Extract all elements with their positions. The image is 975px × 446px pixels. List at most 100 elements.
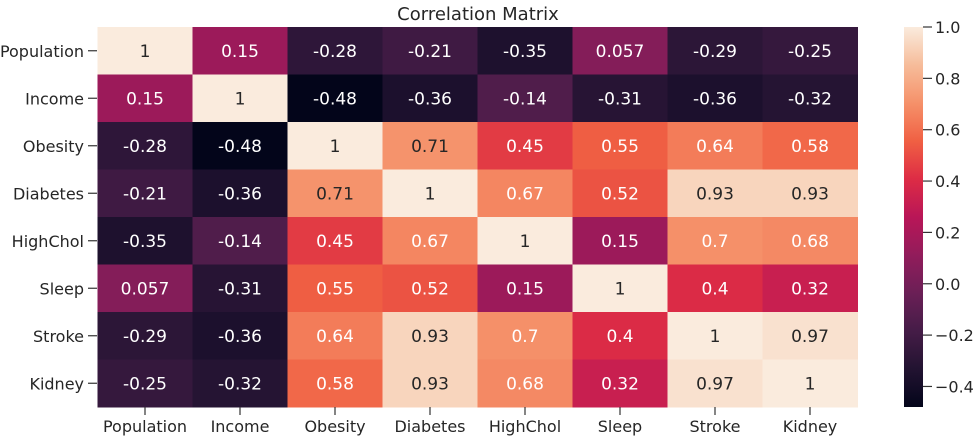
cell-annotation: -0.25 [788,42,832,62]
heatmap-cell [192,169,288,218]
cell-annotation: -0.28 [313,42,357,62]
cell-annotation: 1 [520,232,531,252]
heatmap-cell [382,122,478,170]
heatmap-cell [667,264,763,313]
cell-annotation: 0.55 [601,137,639,157]
column-label: Income [211,417,270,436]
cell-annotation: 0.93 [411,327,449,347]
cell-annotation: 0.057 [596,42,645,62]
cell-annotation: 1 [615,279,626,299]
heatmap-cell [762,312,858,360]
heatmap-cell [97,264,193,313]
heatmap-cell [667,359,763,408]
heatmap-cell [572,122,668,170]
heatmap-cells: 1 0.15 -0.28 -0.21 -0.35 0.057 -0.29 -0.25 0.15 1… [97,27,858,408]
heatmap-cell [667,74,763,123]
heatmap-cell [572,169,668,218]
row-label: Income [25,89,84,108]
cell-annotation: -0.48 [313,89,357,109]
column-label: Obesity [304,417,365,436]
heatmap-cell [97,359,193,408]
heatmap-cell [97,74,193,123]
heatmap-cell [762,27,858,75]
heatmap-cell [477,27,573,75]
column-labels: Population Income Obesity Diabetes HighChol S… [103,407,837,436]
colorbar-tick-label: −0.2 [935,326,974,345]
heatmap-cell [382,264,478,313]
heatmap-cell [667,27,763,75]
cell-annotation: -0.35 [123,232,167,252]
heatmap-cell [477,359,573,408]
cell-annotation: 0.93 [791,184,829,204]
heatmap-cell [762,74,858,123]
cell-annotation: 1 [330,137,341,157]
cell-annotation: 1 [140,42,151,62]
cell-annotation: 0.58 [791,137,829,157]
cell-annotation: 0.93 [411,374,449,394]
cell-annotation: 0.15 [506,279,544,299]
heatmap-cell [382,217,478,265]
cell-annotation: 0.97 [791,327,829,347]
cell-annotation: 0.057 [121,279,170,299]
cell-annotation: 0.4 [701,279,728,299]
heatmap-cell [762,217,858,265]
cell-annotation: 0.71 [411,137,449,157]
cell-annotation: 1 [235,89,246,109]
heatmap-cell [477,264,573,313]
heatmap-cell [192,359,288,408]
heatmap-cell [287,312,383,360]
cell-annotation: -0.29 [123,327,167,347]
cell-annotation: -0.29 [693,42,737,62]
heatmap-cell [572,74,668,123]
heatmap-cell [572,264,668,313]
cell-annotation: 0.32 [791,279,829,299]
heatmap-cell [97,169,193,218]
heatmap-cell [382,312,478,360]
cell-annotation: -0.36 [408,89,452,109]
column-label: Sleep [598,417,642,436]
column-label: HighChol [489,417,561,436]
heatmap-cell [287,27,383,75]
row-label: Population [0,42,84,61]
cell-annotation: 0.68 [506,374,544,394]
cell-annotation: 0.64 [316,327,354,347]
column-label: Diabetes [394,417,465,436]
colorbar-tick-label: 0.8 [935,69,960,88]
colorbar: 1.0 0.8 0.6 0.4 0.2 0.0 −0.2 −0.4 [904,18,974,407]
cell-annotation: 0.97 [696,374,734,394]
cell-annotation: 0.64 [696,137,734,157]
cell-annotation: 1 [710,327,721,347]
row-label: Obesity [23,137,84,156]
cell-annotation: -0.25 [123,374,167,394]
heatmap-cell [572,217,668,265]
heatmap-cell [382,169,478,218]
row-label: HighChol [12,232,84,251]
cell-annotation: -0.36 [218,184,262,204]
colorbar-tick-label: 0.6 [935,121,960,140]
cell-annotation: -0.21 [123,184,167,204]
cell-annotation: -0.32 [218,374,262,394]
heatmap-cell [192,27,288,75]
cell-annotation: 0.32 [601,374,639,394]
cell-annotation: 0.15 [221,42,259,62]
cell-annotation: -0.32 [788,89,832,109]
heatmap-cell [762,122,858,170]
heatmap-cell [667,169,763,218]
colorbar-gradient [904,27,923,407]
row-labels: Population Income Obesity Diabetes HighChol S… [0,42,97,393]
heatmap-cell [192,74,288,123]
heatmap-cell [382,27,478,75]
colorbar-tick-label: 0.2 [935,223,960,242]
heatmap-cell [287,74,383,123]
cell-annotation: 1 [425,184,436,204]
heatmap-cell [667,312,763,360]
cell-annotation: 0.15 [126,89,164,109]
cell-annotation: 1 [805,374,816,394]
cell-annotation: 0.52 [601,184,639,204]
heatmap-cell [287,217,383,265]
heatmap-cell [97,217,193,265]
row-label: Stroke [33,327,84,346]
cell-annotation: 0.45 [316,232,354,252]
heatmap-cell [97,312,193,360]
